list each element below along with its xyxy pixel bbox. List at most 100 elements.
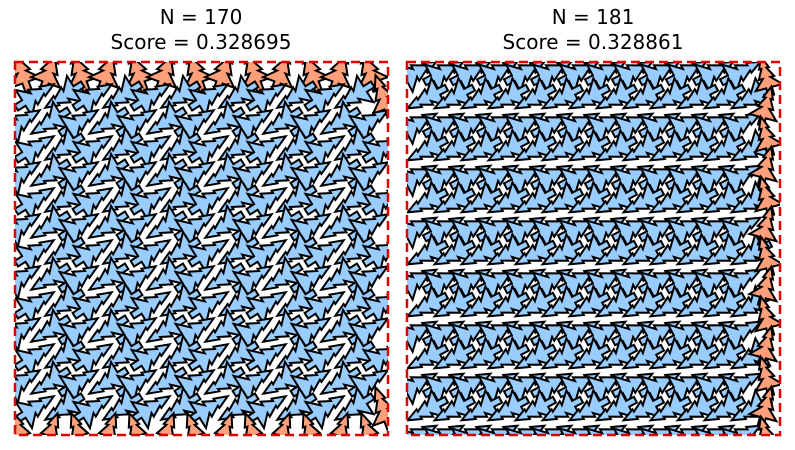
tree <box>115 212 158 249</box>
tree <box>421 216 466 251</box>
tree <box>173 316 216 353</box>
tree <box>87 359 130 396</box>
tree <box>333 385 376 422</box>
tree <box>513 75 558 110</box>
boundary <box>405 60 782 437</box>
tree <box>594 127 639 162</box>
tree <box>594 75 639 110</box>
tree <box>702 179 747 214</box>
tree <box>502 216 547 251</box>
tree <box>217 333 260 370</box>
tree <box>421 320 466 355</box>
tree <box>448 164 493 199</box>
tree <box>556 164 601 199</box>
tree <box>43 73 86 110</box>
tree <box>43 125 86 162</box>
tree <box>610 112 655 147</box>
tree <box>261 255 304 292</box>
tree <box>610 62 654 95</box>
tree <box>261 99 304 136</box>
packing-panel <box>15 62 388 435</box>
tree <box>15 82 56 119</box>
tree <box>275 333 318 370</box>
tree <box>289 108 332 145</box>
tree <box>502 320 547 355</box>
tree <box>637 112 682 147</box>
tree <box>15 316 42 353</box>
tree <box>43 281 86 318</box>
tree <box>245 186 288 223</box>
tree <box>567 283 612 318</box>
tree <box>303 134 346 171</box>
tree <box>648 75 693 110</box>
tree <box>275 177 318 214</box>
tree <box>217 125 260 162</box>
tree <box>129 342 172 379</box>
tree <box>718 112 763 147</box>
tree <box>371 384 388 432</box>
tree <box>648 179 693 214</box>
tree <box>15 264 42 301</box>
tree <box>145 99 188 136</box>
tree <box>421 372 466 407</box>
tree <box>245 134 288 171</box>
tree <box>57 108 100 145</box>
tree <box>621 335 666 370</box>
tree <box>101 385 144 422</box>
tree <box>203 99 246 136</box>
tree <box>486 387 531 422</box>
tree <box>361 241 388 275</box>
tree <box>502 164 547 199</box>
tree <box>173 264 216 301</box>
tree <box>231 160 274 197</box>
tree <box>486 127 531 162</box>
tree <box>361 137 388 171</box>
tree <box>475 320 520 355</box>
tree <box>115 108 158 145</box>
tree <box>15 238 56 275</box>
tree <box>702 231 747 266</box>
tree <box>71 82 114 119</box>
tree <box>718 372 763 407</box>
tree <box>303 82 346 119</box>
tree <box>333 73 376 110</box>
tree <box>359 410 380 435</box>
tree <box>129 186 172 223</box>
tree <box>475 112 520 147</box>
tree <box>720 424 763 435</box>
tree <box>513 387 558 422</box>
tree <box>173 368 216 405</box>
tree <box>637 62 681 95</box>
tree <box>594 387 639 422</box>
tree <box>159 385 202 422</box>
tree <box>71 290 114 327</box>
tree <box>289 212 332 249</box>
tree <box>583 216 628 251</box>
tree <box>556 216 601 251</box>
panel-subtitle: Score = 0.328861 <box>503 30 684 54</box>
tree <box>145 255 188 292</box>
tree <box>333 333 376 370</box>
tree <box>556 320 601 355</box>
tree <box>319 255 362 292</box>
tree <box>664 320 709 355</box>
tree <box>145 307 188 344</box>
tree <box>115 264 158 301</box>
tree <box>448 216 493 251</box>
tree <box>459 335 504 370</box>
tree <box>15 368 42 405</box>
tree <box>556 112 601 147</box>
tree <box>289 316 332 353</box>
tree <box>261 151 304 188</box>
tree <box>540 127 585 162</box>
tree <box>529 372 574 407</box>
tree <box>303 238 346 275</box>
tree <box>187 342 230 379</box>
tree <box>675 283 720 318</box>
tree <box>637 320 682 355</box>
tree <box>540 387 585 422</box>
tree <box>15 290 56 327</box>
tree <box>29 203 72 240</box>
tree <box>459 387 504 422</box>
tree <box>621 127 666 162</box>
